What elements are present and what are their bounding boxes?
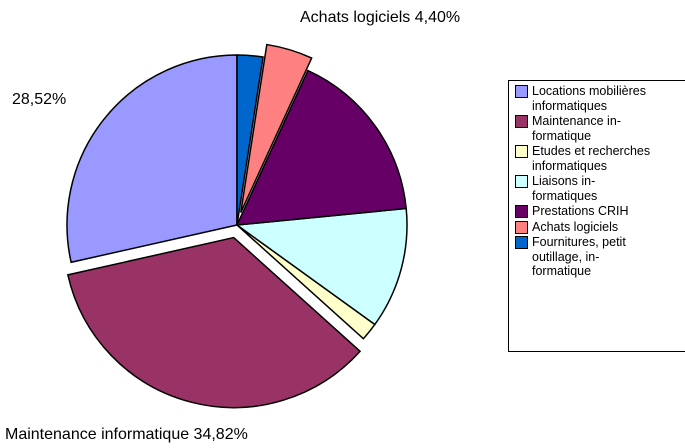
legend-swatch [515,205,528,218]
legend-item: Etudes et recherches informatiques [515,144,685,173]
pie-slice [234,207,408,326]
legend-label: Fournitures, petit outillage, in- format… [532,235,626,278]
legend-swatch [515,220,528,234]
pie-slice [240,43,313,213]
legend-label: Locations mobilières informatiques [532,84,646,113]
legend-item: Achats logiciels [515,220,685,235]
legend-item: Locations mobilières informatiques [515,84,685,113]
pie-slice [66,54,238,264]
legend-swatch [515,85,528,98]
data-label: Maintenance informatique 34,82% [5,426,248,443]
legend-item: Maintenance in- formatique [515,114,685,143]
legend-label: Achats logiciels [532,219,619,234]
legend-label: Etudes et recherches informatiques [532,144,651,173]
pie-slice [236,54,264,226]
legend-swatch [515,145,528,158]
legend-swatch [515,175,528,188]
pie-slice [235,69,408,226]
data-label: Achats logiciels 4,40% [300,9,460,26]
legend-label: Liaisons in- formatiques [532,174,598,203]
data-label: 28,52% [12,91,66,108]
legend-item: Liaisons in- formatiques [515,174,685,203]
legend-swatch [515,115,528,128]
legend-item: Prestations CRIH [515,204,685,219]
legend-label: Prestations CRIH [532,204,629,218]
pie-slice [66,236,362,409]
legend-swatch [515,236,528,249]
legend-item: Fournitures, petit outillage, in- format… [515,235,685,279]
legend-label: Maintenance in- formatique [532,114,621,143]
legend: Locations mobilières informatiques Mainte… [508,80,685,352]
